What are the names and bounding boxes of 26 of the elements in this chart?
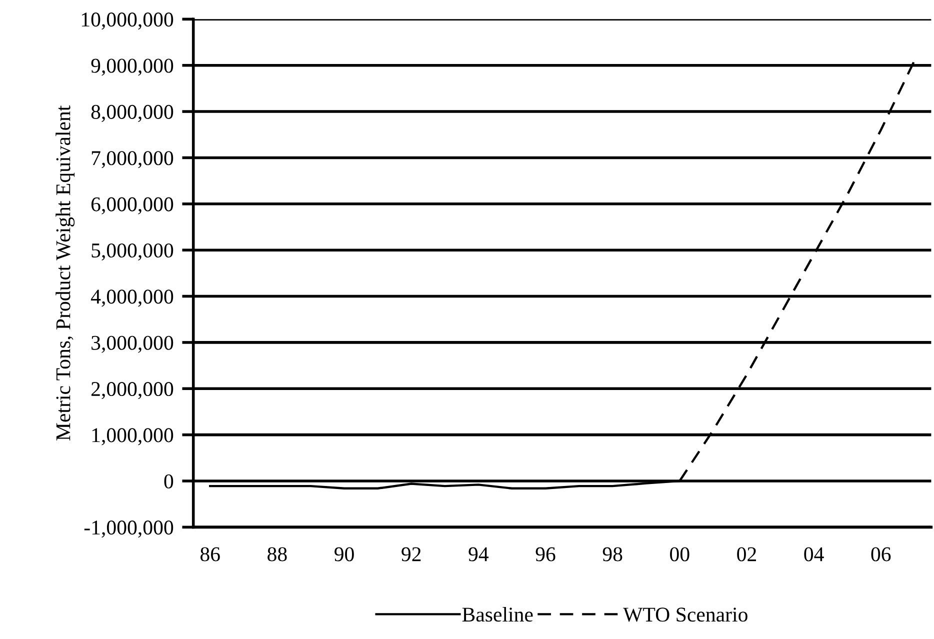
y-tick-label: 8,000,000: [91, 104, 174, 122]
y-tick-label: 6,000,000: [91, 197, 174, 214]
x-tick-label: 06: [871, 547, 891, 562]
x-tick-label: 98: [602, 547, 622, 562]
y-tick-label: 9,000,000: [91, 58, 174, 76]
legend-label: Baseline: [462, 607, 533, 622]
y-tick-label: 7,000,000: [92, 151, 174, 168]
x-tick-label: 96: [536, 547, 556, 562]
y-axis-title: Metric Tons, Product Weight Equivalent: [56, 105, 75, 440]
y-tick-label: 2,000,000: [91, 382, 174, 400]
x-tick-label: 90: [334, 547, 354, 562]
x-tick-label: 86: [200, 547, 220, 562]
legend-label: WTO Scenario: [623, 608, 748, 622]
x-tick-label: 04: [804, 547, 824, 562]
y-tick-label: 5,000,000: [92, 243, 174, 261]
y-tick-label: 10,000,000: [82, 12, 174, 30]
x-tick-label: 88: [268, 547, 287, 562]
x-tick-label: 02: [737, 547, 756, 562]
x-tick-label: 00: [670, 547, 690, 562]
y-tick-label: -1,000,000: [84, 520, 174, 538]
y-tick-label: 1,000,000: [92, 428, 174, 446]
y-tick-label: 0: [164, 474, 174, 488]
y-tick-label: 4,000,000: [90, 290, 174, 307]
y-tick-label: 3,000,000: [92, 336, 174, 353]
x-tick-label: 92: [402, 547, 421, 562]
x-tick-label: 94: [468, 547, 489, 562]
